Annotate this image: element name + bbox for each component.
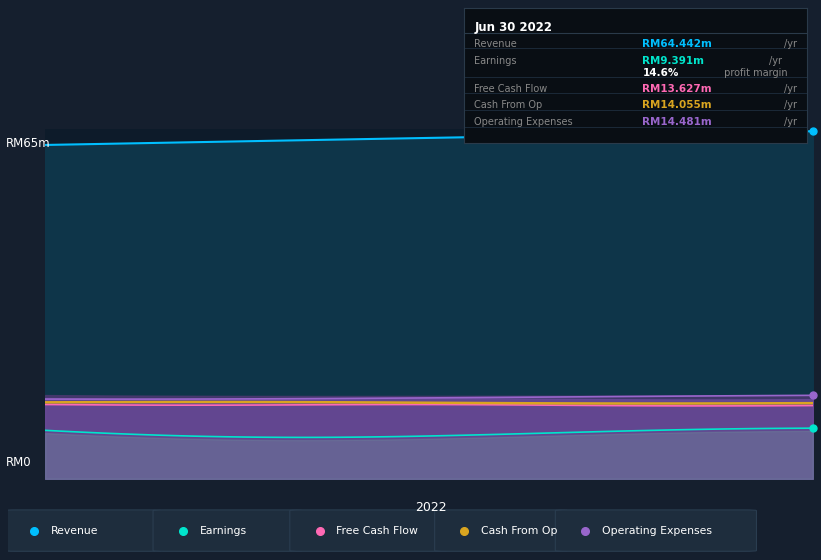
- Text: /yr: /yr: [784, 116, 797, 127]
- FancyBboxPatch shape: [434, 510, 567, 551]
- Text: Revenue: Revenue: [51, 526, 99, 535]
- FancyBboxPatch shape: [290, 510, 447, 551]
- FancyBboxPatch shape: [555, 510, 756, 551]
- Text: 14.6%: 14.6%: [642, 68, 679, 78]
- FancyBboxPatch shape: [4, 510, 161, 551]
- Text: 2022: 2022: [415, 501, 447, 514]
- Text: Jun 30 2022: Jun 30 2022: [475, 21, 553, 34]
- Text: Earnings: Earnings: [200, 526, 247, 535]
- Text: profit margin: profit margin: [721, 68, 788, 78]
- Text: RM9.391m: RM9.391m: [642, 56, 704, 66]
- Text: RM65m: RM65m: [6, 137, 50, 150]
- Text: Cash From Op: Cash From Op: [481, 526, 557, 535]
- FancyBboxPatch shape: [153, 510, 302, 551]
- Text: /yr: /yr: [784, 85, 797, 94]
- Text: Earnings: Earnings: [475, 56, 516, 66]
- Text: Free Cash Flow: Free Cash Flow: [337, 526, 419, 535]
- Text: /yr: /yr: [768, 56, 782, 66]
- Text: Operating Expenses: Operating Expenses: [602, 526, 712, 535]
- Text: /yr: /yr: [784, 39, 797, 49]
- Text: Revenue: Revenue: [475, 39, 517, 49]
- Text: RM14.055m: RM14.055m: [642, 100, 712, 110]
- Text: RM14.481m: RM14.481m: [642, 116, 712, 127]
- Text: Operating Expenses: Operating Expenses: [475, 116, 573, 127]
- Text: RM0: RM0: [6, 456, 31, 469]
- Text: RM13.627m: RM13.627m: [642, 85, 712, 94]
- Text: Cash From Op: Cash From Op: [475, 100, 543, 110]
- Text: Free Cash Flow: Free Cash Flow: [475, 85, 548, 94]
- Text: RM64.442m: RM64.442m: [642, 39, 712, 49]
- Text: /yr: /yr: [784, 100, 797, 110]
